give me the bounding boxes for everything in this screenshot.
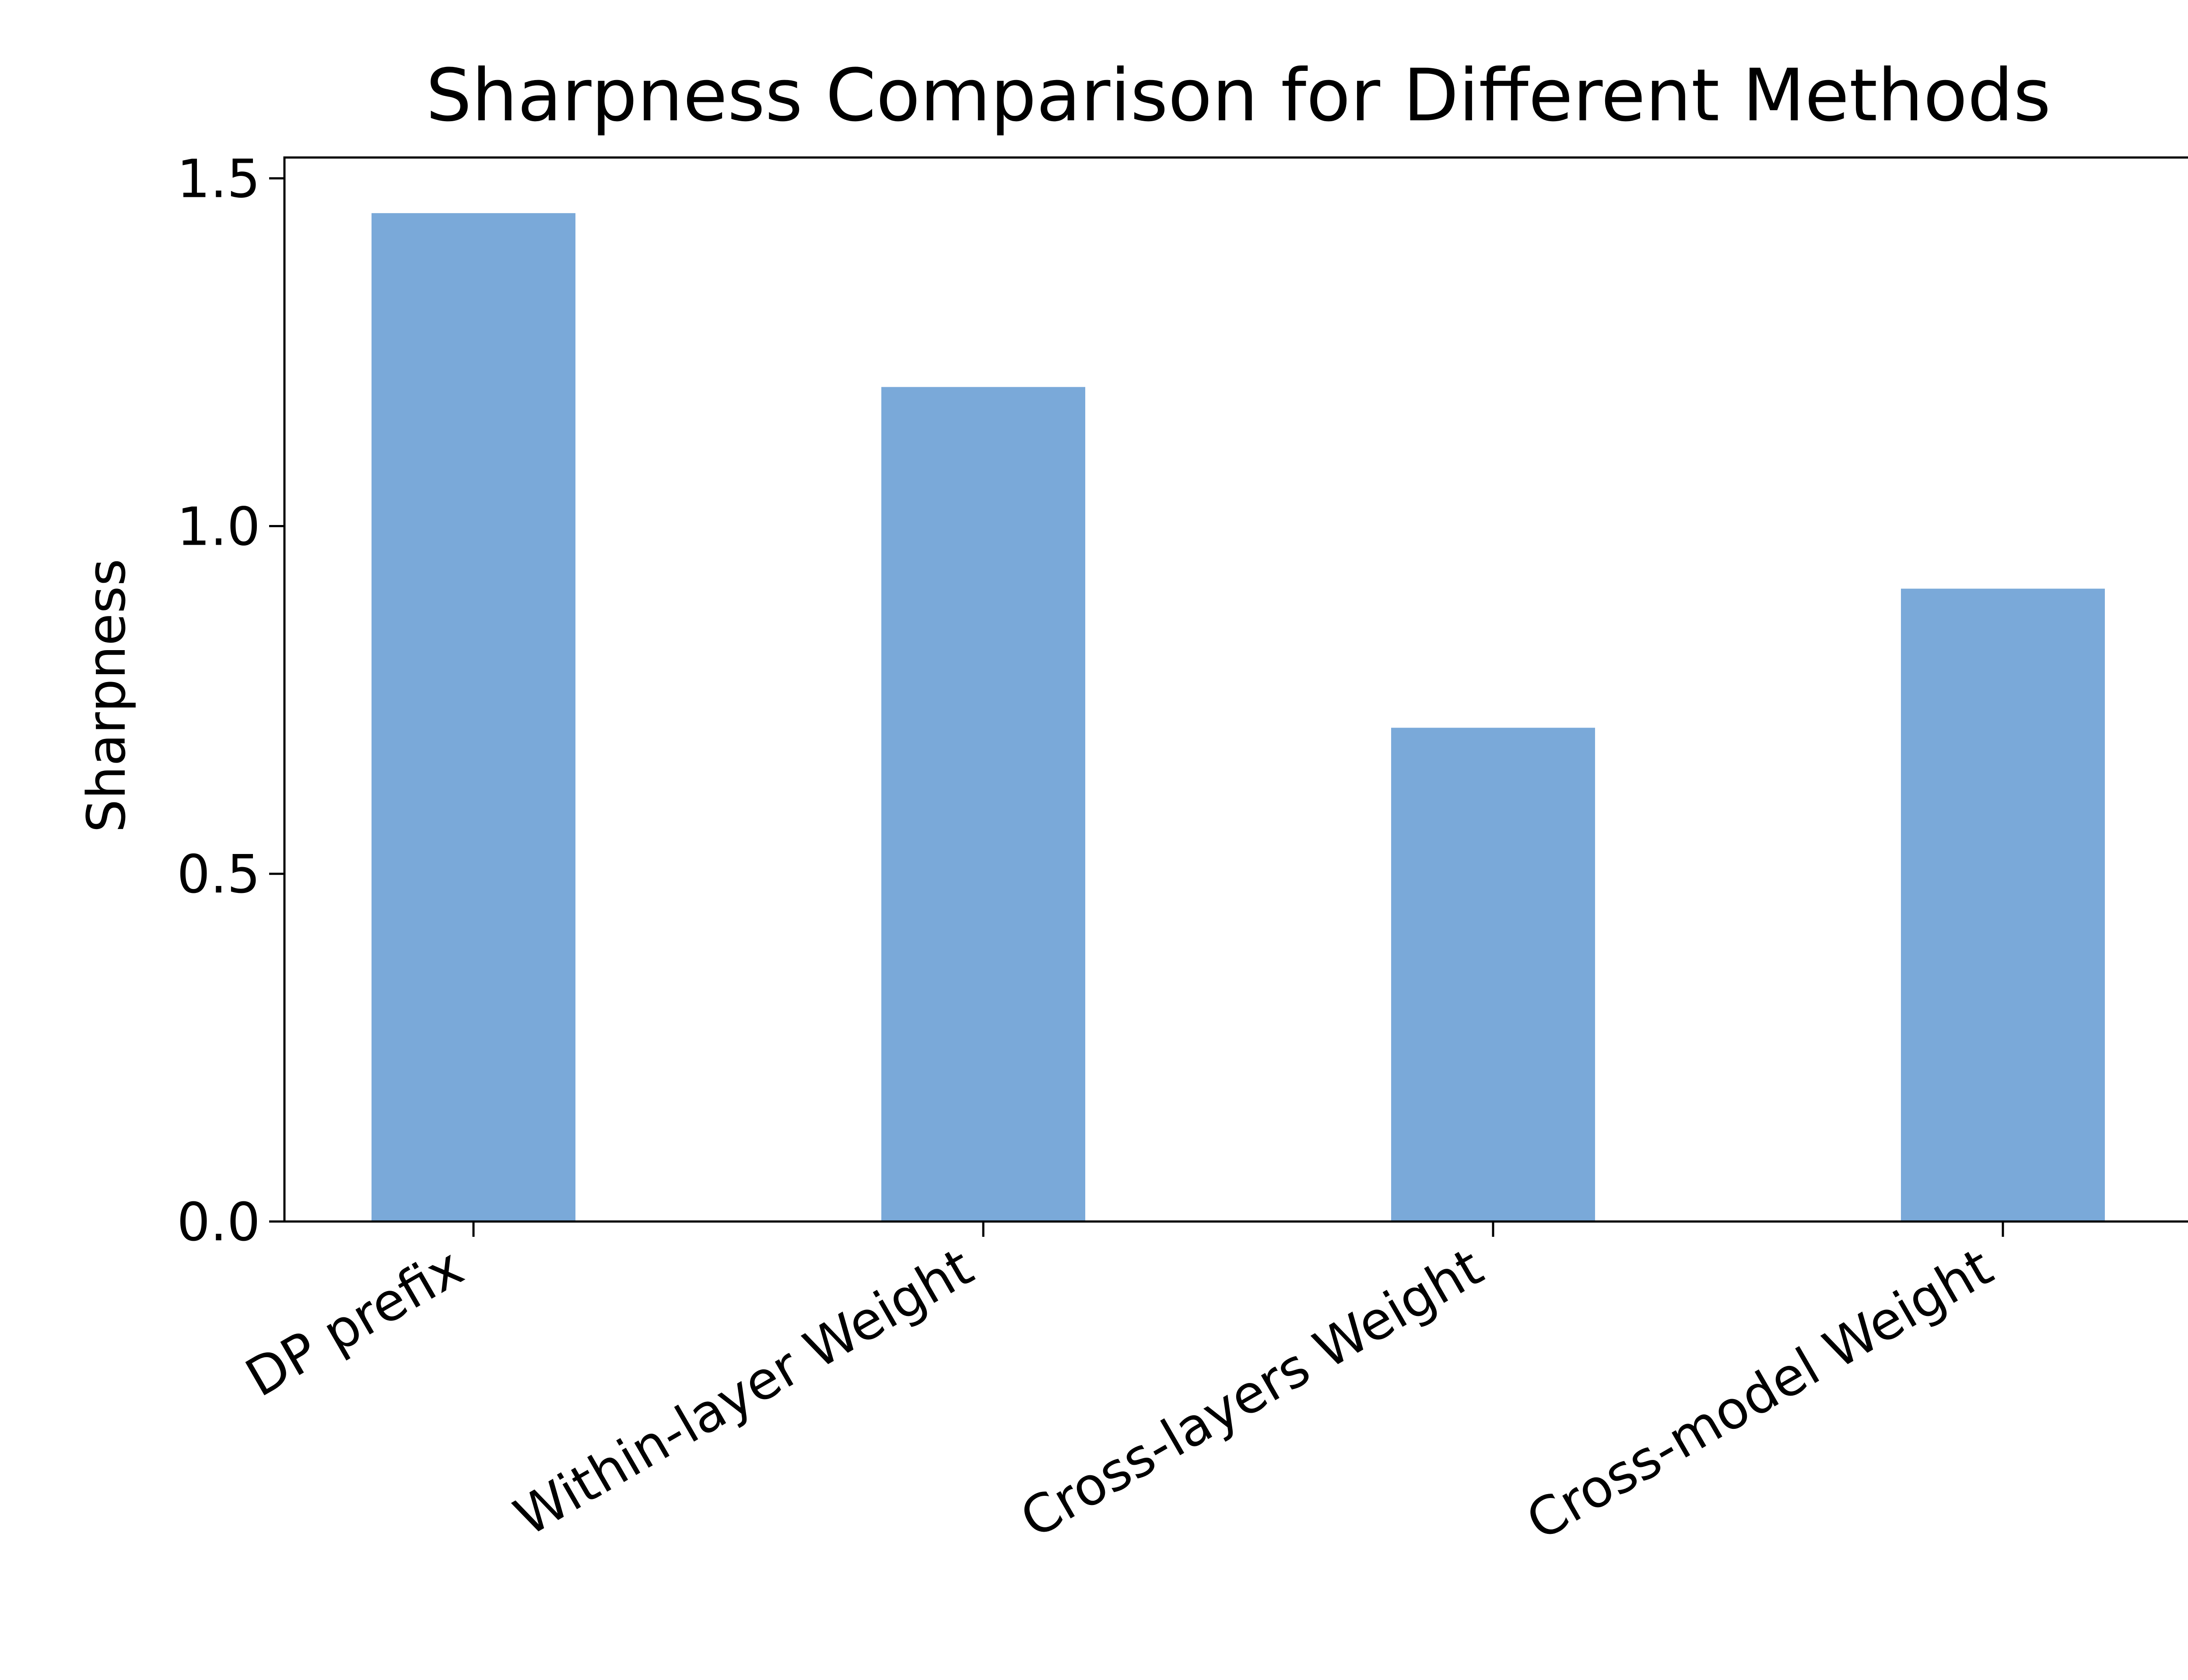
- y-tick-label: 0.0: [177, 1192, 260, 1253]
- plot-frame: [283, 156, 2188, 1223]
- bar-1: [881, 387, 1085, 1222]
- chart-title: Sharpness Comparison for Different Metho…: [426, 53, 2051, 137]
- bar-2: [1391, 728, 1595, 1222]
- y-ticks-group: 0.0 0.5 1.0 1.5: [177, 149, 284, 1253]
- bar-3: [1901, 588, 2105, 1222]
- y-tick-label: 0.5: [177, 844, 260, 905]
- bar-0: [372, 213, 575, 1222]
- bars-group: [372, 213, 2105, 1222]
- y-tick-label: 1.0: [177, 497, 260, 557]
- y-axis-label: Sharpness: [77, 559, 137, 833]
- y-tick-label: 1.5: [177, 149, 260, 210]
